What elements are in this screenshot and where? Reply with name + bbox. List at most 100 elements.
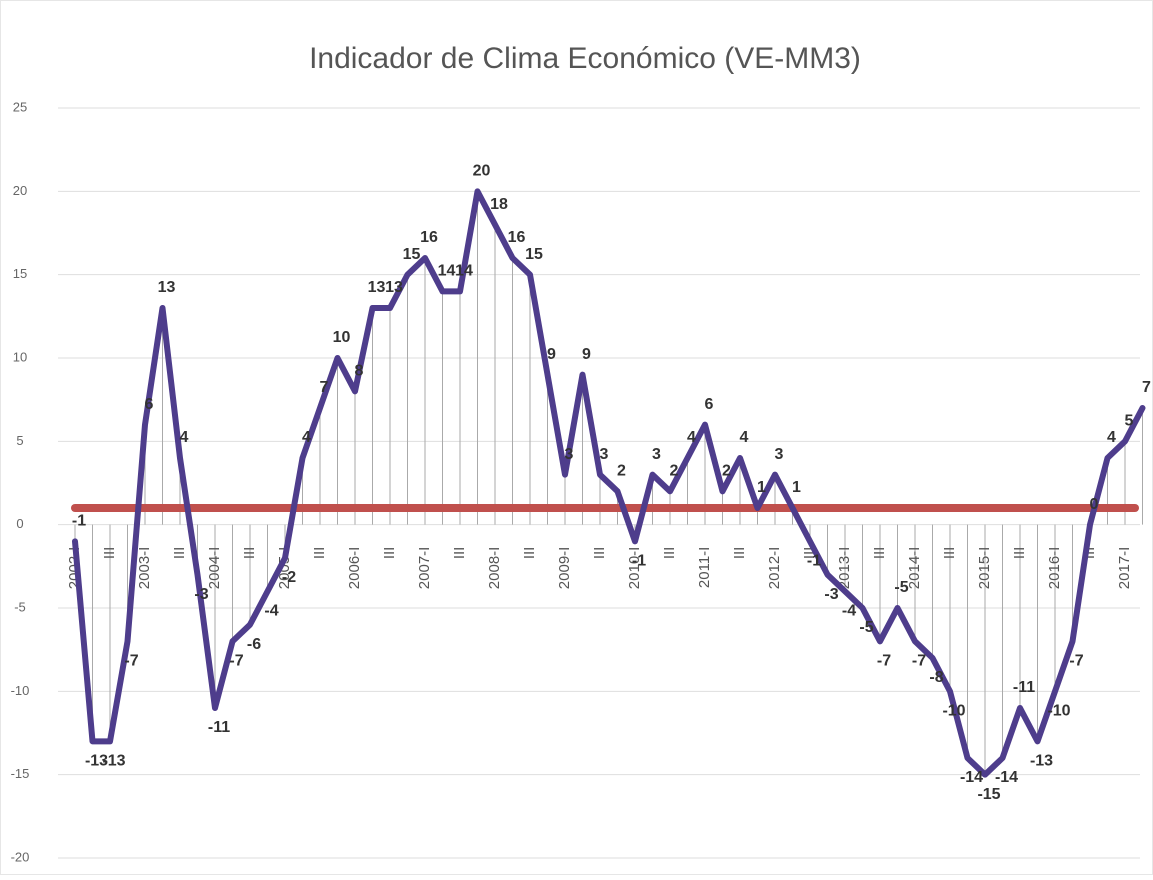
- x-tick-label: III: [731, 547, 748, 560]
- y-tick-label: -10: [11, 683, 30, 698]
- data-label: -5: [859, 619, 873, 636]
- data-label: 16: [420, 229, 438, 246]
- y-tick-label: 10: [13, 349, 27, 364]
- data-label: 10: [333, 329, 351, 346]
- data-label: 4: [1107, 429, 1116, 446]
- x-tick-label: III: [591, 547, 608, 560]
- data-label: -5: [894, 579, 908, 596]
- data-label: 2: [722, 463, 731, 480]
- x-tick-label: 2010-I: [626, 547, 643, 590]
- data-label: 14: [455, 263, 473, 280]
- data-label: 5: [1125, 413, 1134, 430]
- data-label: -10: [1047, 703, 1070, 720]
- x-tick-label: III: [101, 547, 118, 560]
- x-tick-label: 2006-I: [346, 547, 363, 590]
- data-label: -6: [247, 636, 261, 653]
- data-label: -7: [124, 653, 138, 670]
- data-label: 9: [547, 346, 556, 363]
- x-tick-label: 2004-I: [206, 547, 223, 590]
- data-label: 15: [525, 246, 543, 263]
- x-tick-label: 2008-I: [486, 547, 503, 590]
- data-label: 4: [302, 429, 311, 446]
- x-tick-label: 2005-I: [276, 547, 293, 590]
- data-label: 2: [617, 463, 626, 480]
- data-label: -7: [229, 653, 243, 670]
- x-tick-label: III: [451, 547, 468, 560]
- y-tick-label: -20: [11, 849, 30, 864]
- x-tick-label: III: [1011, 547, 1028, 560]
- data-label: 13: [368, 279, 386, 296]
- data-label: 9: [582, 346, 591, 363]
- y-tick-label: 15: [13, 266, 27, 281]
- x-tick-label: 2007-I: [416, 547, 433, 590]
- data-label: 3: [565, 446, 574, 463]
- data-label: 4: [687, 429, 696, 446]
- data-label: -13: [1030, 753, 1053, 770]
- data-label: -13: [85, 753, 108, 770]
- data-label: -7: [912, 653, 926, 670]
- y-tick-label: 25: [13, 99, 27, 114]
- data-label: 13: [158, 279, 176, 296]
- data-label: 8: [355, 363, 364, 380]
- data-label: 3: [652, 446, 661, 463]
- data-label: -11: [208, 719, 230, 736]
- x-tick-label: III: [941, 547, 958, 560]
- data-label: -7: [877, 653, 891, 670]
- data-label: -15: [977, 786, 1000, 803]
- data-label: -4: [842, 603, 856, 620]
- data-label: -3: [824, 586, 838, 603]
- series-line: [72, 188, 1146, 778]
- data-label: 7: [320, 379, 329, 396]
- x-tick-label: 2012-I: [766, 547, 783, 590]
- x-tick-label: 2013-I: [836, 547, 853, 590]
- x-tick-label: 2003-I: [136, 547, 153, 590]
- x-tick-label: III: [871, 547, 888, 560]
- data-label: 15: [403, 246, 421, 263]
- data-label: 4: [740, 429, 749, 446]
- data-label: 16: [508, 229, 526, 246]
- data-label: 6: [705, 396, 714, 413]
- y-tick-label: 20: [13, 183, 27, 198]
- data-label: 1: [792, 479, 801, 496]
- data-label: 4: [180, 429, 189, 446]
- data-label: -8: [929, 669, 943, 686]
- x-tick-label: 2017-I: [1116, 547, 1133, 590]
- data-label: -4: [264, 603, 278, 620]
- x-tick-label: 2016-I: [1046, 547, 1063, 590]
- x-tick-label: III: [171, 547, 188, 560]
- data-label: -11: [1013, 679, 1035, 696]
- x-tick-label: III: [661, 547, 678, 560]
- data-label: -14: [960, 769, 983, 786]
- data-label: -3: [194, 586, 208, 603]
- data-label: 3: [600, 446, 609, 463]
- data-label: 0: [1090, 496, 1099, 513]
- x-tick-label: III: [311, 547, 328, 560]
- x-tick-label: 2009-I: [556, 547, 573, 590]
- chart-title: Indicador de Clima Económico (VE-MM3): [309, 42, 861, 75]
- x-tick-label: 2014-I: [906, 547, 923, 590]
- x-tick-label: III: [241, 547, 258, 560]
- x-tick-label: III: [381, 547, 398, 560]
- data-label: -10: [942, 703, 965, 720]
- data-label: 1: [757, 479, 766, 496]
- y-tick-label: -15: [11, 766, 30, 781]
- x-tick-label: III: [521, 547, 538, 560]
- data-label: 6: [145, 396, 154, 413]
- x-tick-label: 2015-I: [976, 547, 993, 590]
- data-label: 2: [670, 463, 679, 480]
- y-tick-label: -5: [14, 599, 26, 614]
- data-label: 13: [385, 279, 403, 296]
- x-tick-label: 2011-I: [696, 547, 713, 588]
- data-label: 14: [438, 263, 456, 280]
- data-label: 7: [1142, 379, 1151, 396]
- y-tick-label: 5: [16, 433, 23, 448]
- data-label: 3: [775, 446, 784, 463]
- data-label: -13: [102, 753, 125, 770]
- data-label: -14: [995, 769, 1018, 786]
- data-label: -1: [72, 513, 86, 530]
- data-label: 18: [490, 196, 508, 213]
- data-label: -1: [807, 553, 821, 570]
- data-label: -2: [282, 569, 296, 586]
